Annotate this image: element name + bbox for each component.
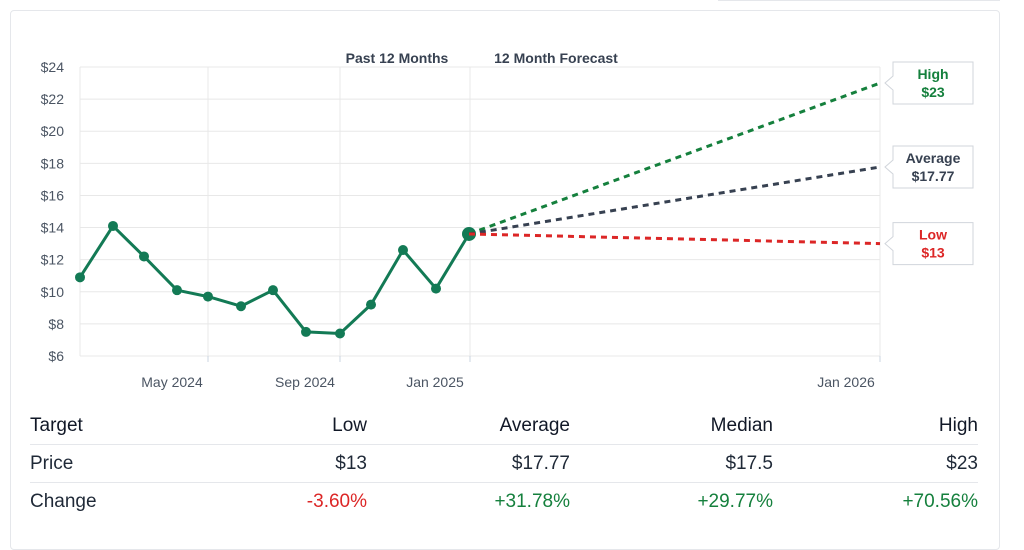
change-median: +29.77% xyxy=(697,490,773,512)
price-high: $23 xyxy=(946,452,978,474)
y-tick-label: $20 xyxy=(41,123,65,139)
table-row-change: Change -3.60% +31.78% +29.77% +70.56% xyxy=(30,483,978,520)
callout-value: $13 xyxy=(921,245,945,261)
header-average: Average xyxy=(499,414,570,436)
callout-box xyxy=(884,61,974,105)
price-history-point xyxy=(75,272,85,283)
price-low: $13 xyxy=(335,452,367,474)
y-tick-label: $18 xyxy=(41,155,65,171)
header-median: Median xyxy=(710,414,773,436)
y-tick-label: $8 xyxy=(48,316,64,332)
price-history-line xyxy=(78,224,471,336)
header-12-month-forecast: 12 Month Forecast xyxy=(494,50,618,66)
row-label-price: Price xyxy=(30,452,74,474)
callout-name: High xyxy=(917,66,948,82)
callout-name: Low xyxy=(919,227,947,243)
callout-box xyxy=(884,222,974,266)
x-tick-label: May 2024 xyxy=(141,374,203,390)
y-tick-label: $6 xyxy=(48,348,64,364)
callout-value: $17.77 xyxy=(912,168,955,184)
row-label-change: Change xyxy=(30,490,97,512)
header-target: Target xyxy=(30,414,83,436)
callout-value: $23 xyxy=(921,84,945,100)
price-history-point xyxy=(236,301,246,312)
x-tick-label: Jan 2026 xyxy=(817,374,875,390)
y-tick-label: $10 xyxy=(41,284,65,300)
top-divider xyxy=(718,0,1000,1)
price-target-chart: $24 $22 $20 $18 $16 $14 $12 $10 $8 $6 May 2024 Sep … xyxy=(41,50,974,390)
y-tick-label: $24 xyxy=(41,59,65,75)
price-history-point xyxy=(301,326,311,337)
price-history-point xyxy=(398,245,408,256)
y-tick-label: $14 xyxy=(41,220,65,236)
change-low: -3.60% xyxy=(306,490,367,512)
header-high: High xyxy=(938,414,978,436)
change-high: +70.56% xyxy=(902,490,978,512)
x-tick-label: Sep 2024 xyxy=(275,374,335,390)
change-average: +31.78% xyxy=(494,490,570,512)
price-average: $17.77 xyxy=(511,452,570,474)
forecast-line-average xyxy=(468,165,881,236)
price-median: $17.5 xyxy=(725,452,773,474)
y-tick-label: $16 xyxy=(41,187,65,203)
price-history-point xyxy=(431,283,441,294)
price-target-table: Target Low Average Median High Price $13… xyxy=(30,407,978,520)
forecast-callout-average: Average $17.77 xyxy=(884,145,974,189)
header-low: Low xyxy=(332,414,367,436)
forecast-line-low xyxy=(468,232,881,246)
header-past-12-months: Past 12 Months xyxy=(346,50,449,66)
callout-name: Average xyxy=(906,150,961,166)
y-tick-label: $12 xyxy=(41,252,65,268)
price-history-point xyxy=(366,299,376,310)
x-tick-label: Jan 2025 xyxy=(406,374,464,390)
price-history-point xyxy=(108,220,118,231)
table-header-row: Target Low Average Median High xyxy=(30,407,978,445)
forecast-callout-low: Low $13 xyxy=(884,222,974,266)
price-history-point xyxy=(335,328,345,339)
price-history-point xyxy=(268,285,278,296)
price-history-point xyxy=(172,285,182,296)
price-history-point xyxy=(139,251,149,262)
price-history-point xyxy=(203,291,213,302)
y-tick-label: $22 xyxy=(41,91,65,107)
forecast-callout-high: High $23 xyxy=(884,61,974,105)
table-row-price: Price $13 $17.77 $17.5 $23 xyxy=(30,445,978,483)
forecast-line-high xyxy=(468,81,881,236)
callout-box xyxy=(884,145,974,189)
